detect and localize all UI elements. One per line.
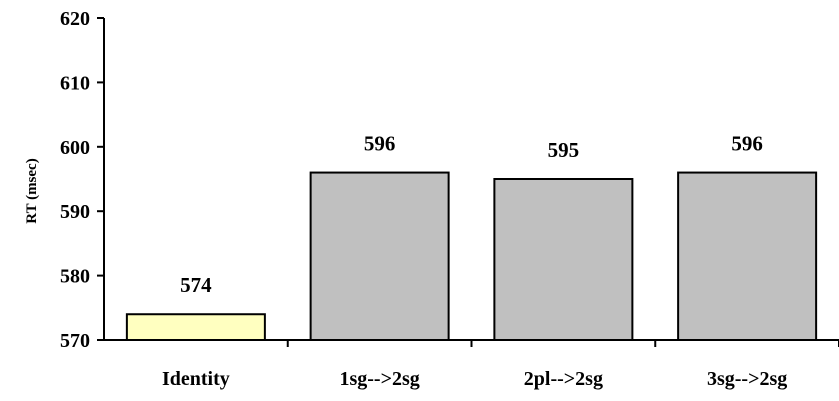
y-tick-label: 620 xyxy=(60,8,90,30)
bar xyxy=(677,171,818,341)
bar xyxy=(125,313,266,341)
y-tick-label: 600 xyxy=(60,137,90,159)
x-category-label: 1sg-->2sg xyxy=(339,368,419,390)
y-tick-label: 570 xyxy=(60,330,90,352)
data-label: 596 xyxy=(364,132,396,156)
bar xyxy=(309,171,450,341)
x-category-label: Identity xyxy=(162,368,230,390)
y-axis-title: RT (msec) xyxy=(24,158,40,223)
y-tick-label: 610 xyxy=(60,72,90,94)
bar xyxy=(493,178,634,341)
y-tick-label: 590 xyxy=(60,201,90,223)
data-label: 574 xyxy=(180,273,212,297)
x-category-label: 3sg-->2sg xyxy=(707,368,787,390)
data-label: 595 xyxy=(548,138,580,162)
y-tick-label: 580 xyxy=(60,266,90,288)
x-category-label: 2pl-->2sg xyxy=(524,368,603,390)
data-label: 596 xyxy=(731,132,763,156)
